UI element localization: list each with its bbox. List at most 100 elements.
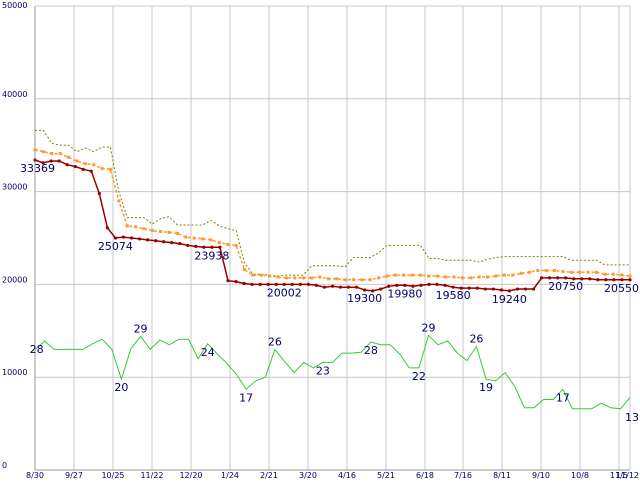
data-point-avg (92, 163, 96, 167)
data-point-avg (125, 224, 129, 228)
data-point-avg (251, 273, 255, 277)
data-point-avg (268, 274, 272, 278)
data-point-main (33, 158, 37, 162)
data-point-main (121, 235, 126, 239)
data-point-avg (117, 199, 121, 203)
data-label: 20002 (267, 286, 302, 299)
data-point-avg (620, 273, 624, 277)
data-point-main (162, 240, 166, 244)
data-point-main (604, 278, 608, 282)
x-tick-label: 11/12 (616, 471, 639, 480)
data-point-avg (435, 274, 439, 278)
y-tick-label: 30000 (2, 183, 27, 192)
data-point-avg (578, 270, 582, 274)
data-point-main (475, 286, 479, 290)
data-point-main (202, 245, 206, 249)
data-point-main (282, 282, 286, 286)
data-point-avg (142, 227, 146, 231)
data-point-avg (377, 276, 381, 280)
data-point-main (435, 282, 439, 286)
y-tick-label: 10000 (2, 368, 27, 377)
data-label: 13 (625, 411, 639, 424)
data-point-avg (628, 274, 632, 278)
data-point-avg (402, 273, 406, 277)
data-point-avg (427, 274, 431, 278)
data-label: 20750 (548, 280, 583, 293)
data-label: 20550 (604, 282, 639, 295)
data-point-avg (444, 275, 448, 279)
data-point-main (459, 286, 463, 290)
data-point-avg (452, 275, 456, 279)
data-point-main (290, 282, 294, 286)
data-point-avg (360, 278, 364, 282)
data-label: 17 (239, 391, 253, 404)
data-label: 29 (134, 322, 148, 335)
data-point-main (419, 283, 423, 287)
data-label: 19240 (492, 293, 527, 306)
data-point-main (81, 167, 85, 171)
data-point-avg (108, 167, 112, 171)
data-point-main (41, 161, 45, 165)
x-tick-label: 8/11 (493, 471, 511, 480)
data-label: 19580 (436, 289, 471, 302)
data-point-main (523, 287, 528, 291)
data-point-main (531, 287, 536, 291)
data-point-main (427, 282, 431, 286)
data-point-avg (318, 275, 322, 279)
x-tick-label: 10/25 (101, 471, 124, 480)
data-point-main (612, 278, 616, 282)
data-point-main (194, 244, 198, 248)
data-point-avg (310, 276, 314, 280)
data-point-avg (184, 235, 188, 239)
data-point-main (137, 237, 142, 241)
data-label: 22 (412, 370, 426, 383)
data-point-avg (217, 241, 221, 245)
data-point-main (266, 282, 270, 286)
data-point-avg (50, 152, 54, 156)
x-tick-label: 3/20 (299, 471, 317, 480)
data-point-avg (226, 242, 230, 246)
data-label: 26 (268, 335, 282, 348)
data-point-avg (67, 155, 71, 159)
y-tick-label: 0 (2, 461, 7, 470)
x-tick-label: 7/16 (454, 471, 472, 480)
data-point-avg (418, 273, 422, 277)
data-point-avg (301, 276, 305, 280)
data-point-avg (58, 152, 62, 156)
data-point-avg (343, 278, 347, 282)
data-point-main (346, 285, 351, 289)
data-point-main (250, 282, 254, 286)
data-point-main (379, 287, 383, 291)
data-point-main (547, 276, 552, 280)
data-point-avg (460, 276, 464, 280)
data-point-avg (544, 268, 548, 272)
data-point-main (403, 283, 407, 287)
data-point-avg (159, 230, 163, 234)
data-point-main (572, 277, 576, 281)
y-tick-label: 20000 (2, 275, 27, 284)
data-point-main (515, 287, 520, 291)
x-tick-label: 5/21 (377, 471, 395, 480)
data-point-main (507, 289, 511, 293)
x-tick-label: 10/8 (571, 471, 589, 480)
data-point-avg (192, 236, 196, 240)
data-point-avg (209, 238, 213, 242)
data-point-avg (494, 274, 498, 278)
data-point-avg (536, 268, 540, 272)
x-axis-ticks: 8/30 9/27 10/25 11/22 12/20 1/24 2/21 3/20 4/16 5… (26, 471, 639, 480)
data-point-avg (586, 270, 590, 274)
data-point-main (226, 279, 230, 283)
data-point-main (620, 278, 624, 282)
data-point-main (556, 276, 560, 280)
data-point-avg (594, 270, 598, 274)
data-point-main (178, 241, 182, 246)
data-point-avg (569, 270, 573, 274)
data-point-avg (100, 166, 104, 170)
data-point-main (145, 238, 150, 242)
data-point-avg (41, 150, 45, 154)
data-label: 20 (114, 381, 128, 394)
series-line-secondary (34, 334, 631, 410)
data-point-main (73, 164, 77, 169)
